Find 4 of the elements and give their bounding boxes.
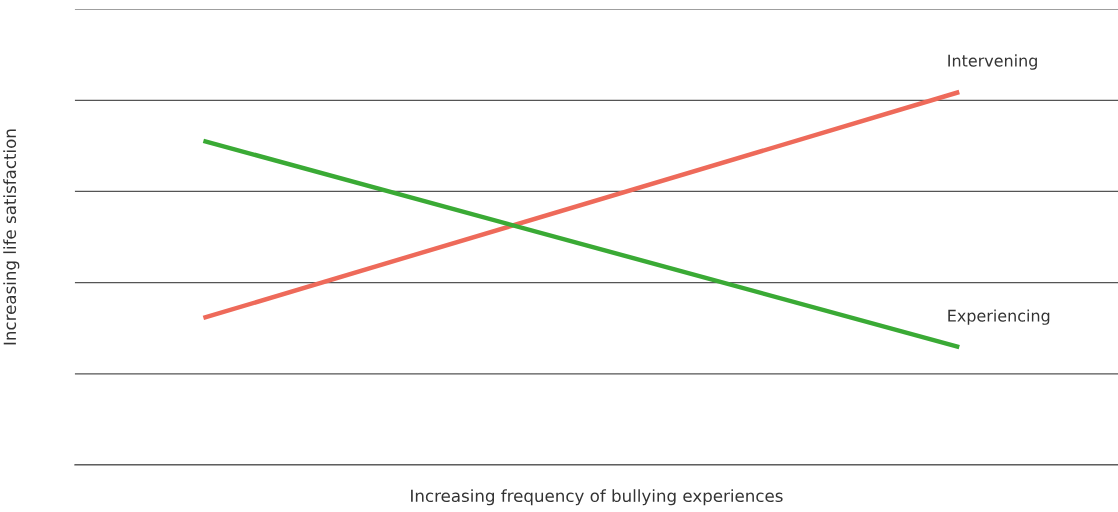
series-label: Intervening <box>948 54 1037 70</box>
series-label: Experiencing <box>948 309 1050 325</box>
y-axis-title: Increasing life satisfaction <box>3 129 20 345</box>
x-axis-title: Increasing frequency of bullying experiences <box>411 489 783 506</box>
